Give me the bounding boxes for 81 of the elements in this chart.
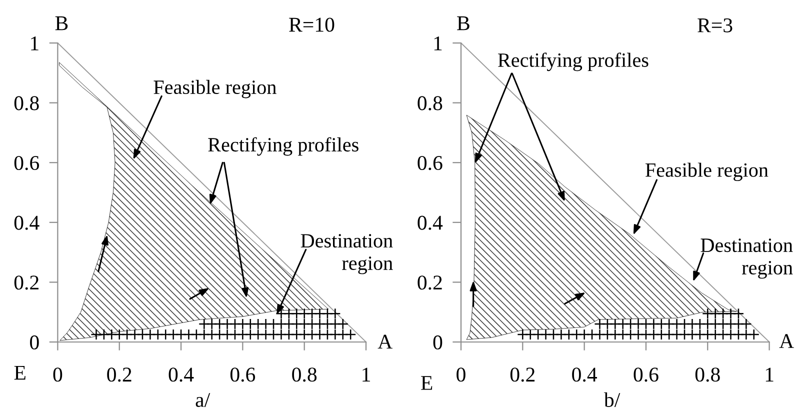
annotation: Destination region <box>300 234 393 274</box>
point <box>748 328 760 340</box>
point <box>648 328 660 340</box>
y-tick-label: 1 <box>31 36 38 50</box>
x-axis-title: a/ <box>196 393 210 408</box>
x-tick-label: 0.6 <box>230 368 256 382</box>
point <box>710 328 721 340</box>
point <box>624 318 636 330</box>
y-tick-label: 0.2 <box>418 276 442 290</box>
text: A <box>378 334 392 349</box>
point <box>725 328 736 340</box>
point <box>532 328 544 340</box>
point <box>686 318 698 330</box>
point <box>702 308 714 320</box>
point <box>686 328 698 340</box>
x-tick-label: 0 <box>53 368 62 382</box>
point <box>556 328 567 340</box>
y-tick-label: 1 <box>434 36 442 50</box>
point <box>594 328 606 340</box>
point <box>663 318 675 330</box>
text: B <box>55 16 68 30</box>
point <box>624 328 636 340</box>
x-tick-label: 0.4 <box>168 368 194 382</box>
point <box>663 328 675 340</box>
x-tick-label: 0.6 <box>634 368 658 382</box>
point <box>717 308 729 320</box>
point <box>648 318 660 330</box>
point <box>725 318 736 330</box>
text: B <box>457 16 470 30</box>
annotation: Feasible region <box>154 80 276 98</box>
point <box>632 328 644 340</box>
x-tick-label: 0.8 <box>292 368 317 382</box>
x-tick-label: 0.2 <box>107 368 132 382</box>
y-tick-label: 0.8 <box>418 96 442 110</box>
point <box>632 318 644 330</box>
point <box>610 318 621 330</box>
point <box>610 328 621 340</box>
y-tick-label: 0 <box>30 335 39 350</box>
text: E <box>14 366 26 380</box>
point <box>717 318 729 330</box>
point <box>725 308 736 320</box>
text: R=10 <box>289 18 334 32</box>
point <box>617 318 628 330</box>
point <box>594 318 606 330</box>
point <box>740 318 752 330</box>
y-tick-label: 0.4 <box>14 216 40 230</box>
point <box>524 328 536 340</box>
y-tick-label: 0.4 <box>418 216 443 230</box>
x-tick-label: 0.2 <box>510 368 535 382</box>
y-tick-label: 0.2 <box>14 276 38 290</box>
y-tick-label: 0 <box>433 335 442 350</box>
annotation: Rectifying profiles <box>208 137 358 156</box>
point <box>732 308 744 320</box>
point <box>570 328 582 340</box>
point <box>702 328 714 340</box>
x-tick-label: 1 <box>766 368 774 382</box>
annotation: Rectifying profiles <box>498 52 648 72</box>
x-axis-title: b/ <box>604 392 620 408</box>
point <box>578 328 590 340</box>
x-tick-label: 0 <box>456 368 466 382</box>
point <box>540 328 552 340</box>
y-tick-label: 0.6 <box>14 156 40 170</box>
point <box>517 328 528 340</box>
x-tick-label: 0.8 <box>695 368 720 382</box>
point <box>671 318 682 330</box>
point <box>710 318 721 330</box>
text: R=3 <box>698 18 732 32</box>
y-tick-label: 0.8 <box>14 96 39 110</box>
text: A <box>779 334 794 348</box>
text: E <box>421 376 432 390</box>
point <box>740 328 752 340</box>
annotation: Feasible region <box>645 162 768 182</box>
annotation: Destination region <box>700 238 793 279</box>
point <box>617 328 628 340</box>
y-tick-label: 0.6 <box>418 156 442 170</box>
point <box>671 328 682 340</box>
point <box>717 328 729 340</box>
point <box>710 308 721 320</box>
x-tick-label: 0.4 <box>572 368 598 382</box>
x-tick-label: 1 <box>362 368 370 382</box>
point <box>702 318 714 330</box>
